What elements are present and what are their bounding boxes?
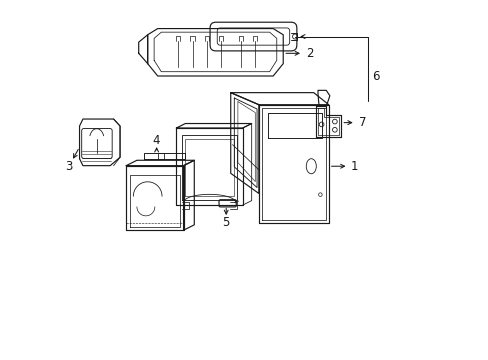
Text: 6: 6	[372, 69, 379, 82]
FancyBboxPatch shape	[219, 200, 236, 207]
Text: 1: 1	[350, 160, 358, 173]
Text: 3: 3	[65, 160, 72, 173]
Text: 4: 4	[152, 134, 160, 147]
Ellipse shape	[305, 159, 316, 174]
Text: 7: 7	[358, 116, 366, 129]
Text: 5: 5	[222, 216, 229, 229]
FancyBboxPatch shape	[210, 22, 296, 51]
Text: 2: 2	[305, 47, 313, 60]
